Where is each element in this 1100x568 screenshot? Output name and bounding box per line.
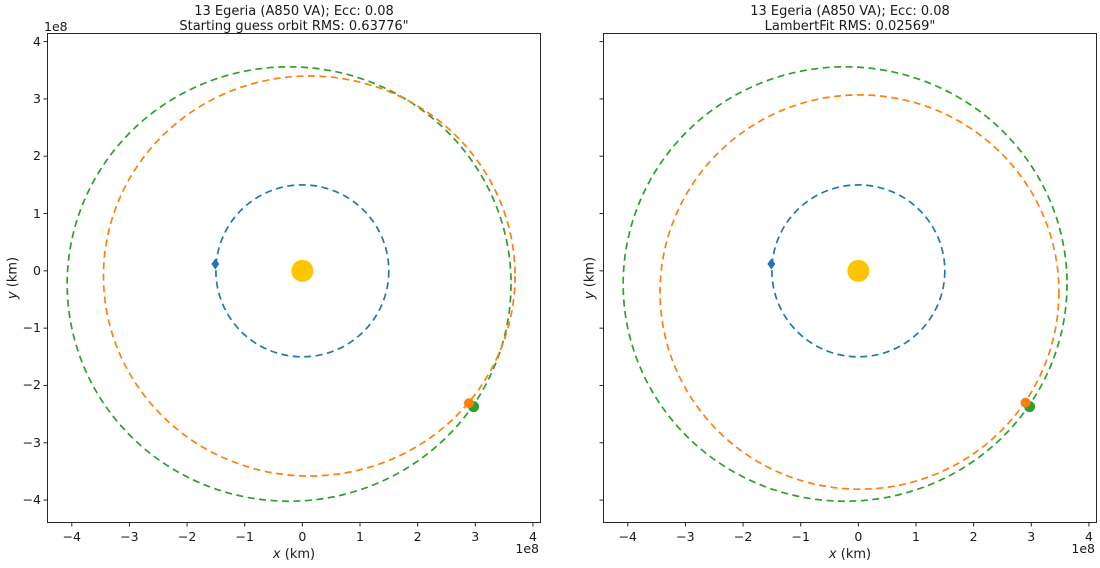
right-plot-title-line1: 13 Egeria (A850 VA); Ecc: 0.08 <box>750 4 950 19</box>
y-tick-label: 3 <box>33 90 41 106</box>
axes-frame <box>603 33 1097 523</box>
y-tick-label: 1 <box>33 205 41 221</box>
x-tick-label: −2 <box>733 529 753 544</box>
left-plot-area: −4 −3 −2 −1 0 1 2 3 4 4 3 2 1 0 −1 −2 −3 −4 <box>23 33 541 544</box>
x-tick-label: −3 <box>120 529 139 544</box>
y-tick-label: −3 <box>22 434 41 450</box>
x-tick-label: 1 <box>912 529 920 544</box>
earth-position-marker <box>211 258 220 270</box>
x-tick-label: 0 <box>298 529 307 544</box>
right-orbit-chart <box>599 33 1097 527</box>
x-tick-label: −3 <box>676 529 695 544</box>
x-tick-label: 0 <box>854 529 863 544</box>
y-tick-label: 0 <box>33 262 41 278</box>
true-orbit <box>66 65 512 503</box>
left-plot-title: 13 Egeria (A850 VA); Ecc: 0.08 Starting … <box>47 4 541 34</box>
x-tick-label: 1 <box>356 529 364 544</box>
right-x-axis-offset-label: 1e8 <box>1071 541 1095 556</box>
lambertfit-orbit <box>659 94 1060 491</box>
y-tick-label: 4 <box>33 33 41 49</box>
right-x-axis-unit: (km) <box>836 547 872 562</box>
right-plot-title-line2: LambertFit RMS: 0.02569" <box>764 19 936 34</box>
left-orbit-chart <box>43 33 541 527</box>
y-tick-label: −2 <box>22 377 41 393</box>
x-tick-label: 3 <box>471 529 480 544</box>
sun-marker <box>291 259 314 282</box>
x-tick-label: 3 <box>1027 529 1036 544</box>
right-y-axis-variable: y <box>582 291 598 300</box>
x-tick-label: 2 <box>413 529 422 544</box>
asteroid-guess-position-marker <box>463 398 474 409</box>
earth-position-marker <box>767 258 776 270</box>
earth-orbit <box>215 184 390 358</box>
x-tick-label: 2 <box>969 529 978 544</box>
x-tick-label: 4 <box>1084 529 1093 544</box>
left-y-axis-offset-label: 1e8 <box>44 19 68 34</box>
sun-marker <box>847 259 870 282</box>
x-tick-label: −1 <box>791 529 810 544</box>
left-x-axis-offset-label: 1e8 <box>515 541 539 556</box>
right-x-axis-label: x (km) <box>603 547 1097 562</box>
left-x-axis-unit: (km) <box>280 547 316 562</box>
x-tick-label: −2 <box>177 529 197 544</box>
y-tick-label: 2 <box>33 148 41 164</box>
left-y-axis-variable: y <box>5 291 21 300</box>
right-y-axis-unit: (km) <box>582 256 598 292</box>
x-tick-label: 4 <box>528 529 537 544</box>
earth-orbit <box>771 184 946 358</box>
asteroid-fit-position-marker <box>1020 397 1031 408</box>
x-tick-label: −1 <box>235 529 254 544</box>
right-x-axis-variable: x <box>828 547 837 562</box>
left-plot-title-line1: 13 Egeria (A850 VA); Ecc: 0.08 <box>194 4 394 19</box>
y-tick-label: −1 <box>22 320 41 336</box>
y-tick-label: −4 <box>22 492 41 508</box>
left-x-axis-label: x (km) <box>47 547 541 562</box>
right-y-axis-label: y (km) <box>583 257 598 299</box>
x-tick-label: −4 <box>62 529 81 544</box>
axes-frame <box>47 33 541 523</box>
true-orbit <box>622 65 1068 503</box>
right-plot-title: 13 Egeria (A850 VA); Ecc: 0.08 LambertFi… <box>603 4 1097 34</box>
right-plot-area: −4 −3 −2 −1 0 1 2 3 4 <box>599 33 1097 544</box>
left-x-axis-variable: x <box>272 547 281 562</box>
x-tick-label: −4 <box>618 529 637 544</box>
left-plot-title-line2: Starting guess orbit RMS: 0.63776" <box>179 19 409 34</box>
